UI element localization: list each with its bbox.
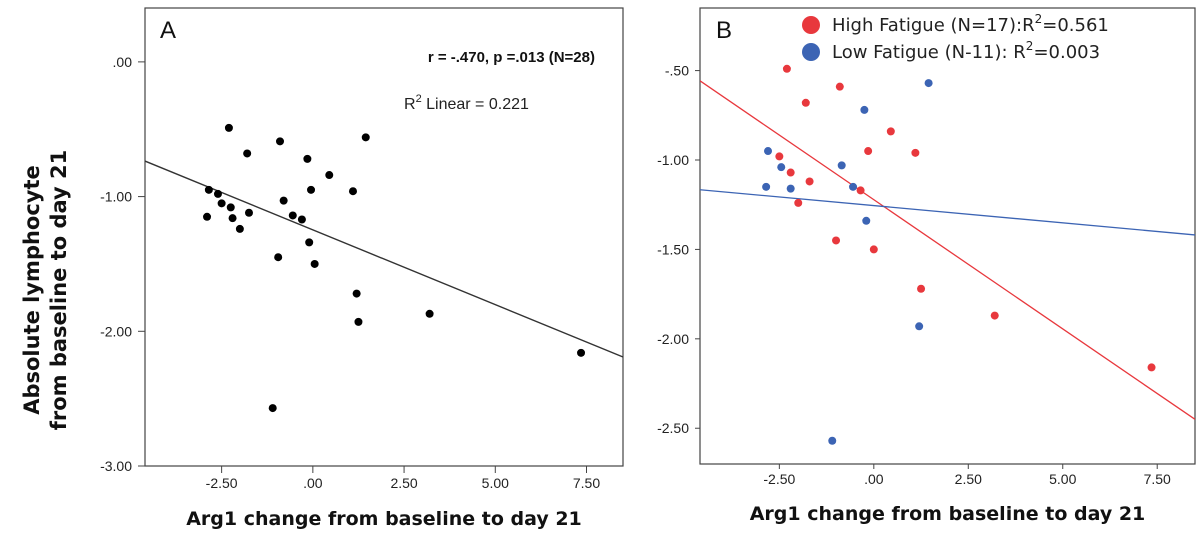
x-tick-label: 5.00	[1049, 471, 1076, 487]
x-tick-label: 2.50	[390, 475, 417, 491]
panel-a: -2.50 .00 2.50 5.00 7.50 .00 -1.00 -2.00 -3.00 Ar…	[100, 7, 624, 530]
data-point	[204, 185, 213, 194]
data-point-series-0	[794, 198, 803, 207]
data-point	[348, 187, 357, 196]
data-point	[224, 123, 233, 132]
data-point	[354, 317, 363, 326]
x-tick-label: .00	[303, 475, 323, 491]
data-point	[577, 348, 586, 357]
x-tick-label: -2.50	[206, 475, 238, 491]
data-point-series-0	[805, 177, 814, 186]
data-point-series-1	[860, 105, 869, 114]
y-tick-label: -2.00	[100, 323, 132, 339]
data-point-series-0	[1147, 363, 1156, 372]
data-point	[217, 199, 226, 208]
legend-label-series-0: High Fatigue (N=17):R2=0.561	[832, 12, 1109, 36]
data-point-series-0	[917, 284, 926, 293]
legend-label-series-1: Low Fatigue (N-11): R2=0.003	[832, 39, 1100, 63]
y-tick-label: -3.00	[100, 458, 132, 474]
regression-line	[145, 160, 623, 358]
data-point-series-0	[786, 168, 795, 177]
data-point	[325, 171, 334, 180]
data-point	[307, 185, 316, 194]
data-point	[228, 214, 237, 223]
data-point-series-0	[864, 147, 873, 156]
data-point-series-0	[990, 311, 999, 320]
data-point-series-1	[924, 79, 933, 88]
regression-line-series-1	[700, 189, 1195, 236]
x-tick-label: -2.50	[763, 471, 795, 487]
y-tick-label: .00	[113, 54, 133, 70]
x-tick-label: 7.50	[1144, 471, 1171, 487]
x-tick-label: 5.00	[482, 475, 509, 491]
y-tick-label: -2.50	[657, 420, 689, 436]
data-point	[268, 404, 277, 413]
y-axis-label-line2: from baseline to day 21	[47, 150, 71, 431]
data-point	[310, 259, 319, 268]
r2-prefix: R	[404, 96, 416, 113]
plot-frame	[144, 7, 624, 467]
data-point-series-1	[915, 322, 924, 331]
data-point	[276, 137, 285, 146]
x-axis-label: Arg1 change from baseline to day 21	[186, 508, 582, 530]
regression-line-series-0	[700, 80, 1195, 420]
y-tick-label: -1.50	[657, 241, 689, 257]
panel-letter: B	[716, 17, 732, 44]
data-point	[288, 211, 297, 220]
r2-suffix: Linear = 0.221	[422, 96, 529, 113]
data-point	[226, 203, 235, 212]
x-tick-label: .00	[864, 471, 884, 487]
x-tick-label: 2.50	[955, 471, 982, 487]
data-point-series-1	[862, 216, 871, 225]
data-point	[213, 189, 222, 198]
data-point-series-0	[869, 245, 878, 254]
data-point-series-0	[911, 148, 920, 157]
r2-annotation: R2 Linear = 0.221	[404, 93, 529, 113]
x-axis-label: Arg1 change from baseline to day 21	[750, 503, 1146, 525]
panel-letter: A	[160, 17, 176, 44]
data-point-series-0	[832, 236, 841, 245]
data-point-series-1	[837, 161, 846, 170]
data-point-series-1	[762, 182, 771, 191]
data-point	[203, 212, 212, 221]
data-point	[244, 208, 253, 217]
r2-superscript: 2	[416, 93, 422, 105]
data-point	[297, 215, 306, 224]
y-tick-label: -1.00	[657, 152, 689, 168]
data-point-series-1	[786, 184, 795, 193]
data-point-series-0	[775, 152, 784, 161]
y-tick-label: -2.00	[657, 331, 689, 347]
data-point-series-1	[828, 436, 837, 445]
y-tick-label: -1.00	[100, 189, 132, 205]
stats-annotation: r = -.470, p =.013 (N=28)	[428, 49, 595, 66]
panel-b: -2.50 .00 2.50 5.00 7.50 -.50 -1.00 -1.50 -2.00 -…	[657, 7, 1196, 525]
plot-frame	[699, 7, 1196, 465]
data-point	[243, 149, 252, 158]
data-point	[235, 224, 244, 233]
data-point	[303, 154, 312, 163]
data-point-series-0	[835, 82, 844, 91]
data-point-series-0	[801, 98, 810, 107]
x-tick-label: 7.50	[573, 475, 600, 491]
y-axis-label-line1: Absolute lymphocyte	[20, 165, 44, 415]
data-point	[425, 309, 434, 318]
data-point	[274, 253, 283, 262]
data-point-series-0	[782, 64, 791, 73]
legend-marker-series-1	[802, 43, 820, 61]
data-point-series-0	[886, 127, 895, 136]
data-point	[352, 289, 361, 298]
data-point	[305, 238, 314, 247]
data-point	[279, 196, 288, 205]
legend-marker-series-0	[802, 16, 820, 34]
y-tick-label: -.50	[665, 63, 689, 79]
data-point-series-1	[849, 182, 858, 191]
data-point	[361, 133, 370, 142]
data-point-series-0	[856, 186, 865, 195]
data-point-series-1	[764, 147, 773, 156]
data-point-series-1	[777, 163, 786, 172]
